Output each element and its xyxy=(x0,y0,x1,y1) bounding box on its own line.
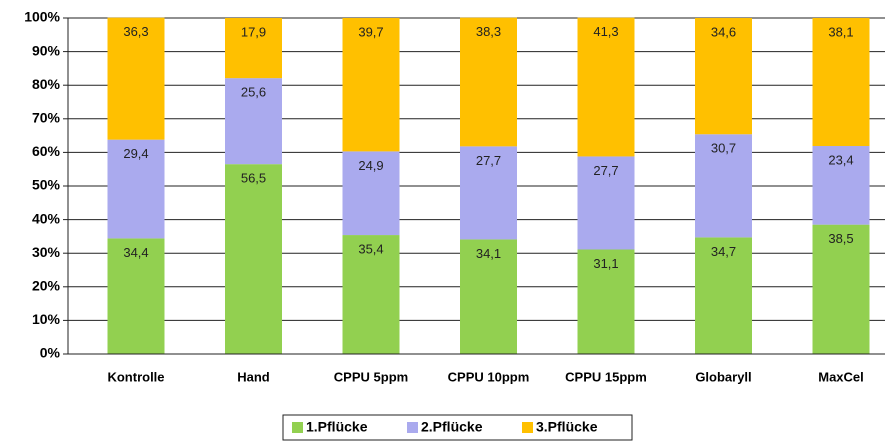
bar-segment xyxy=(577,156,635,250)
bar-segment xyxy=(695,237,752,354)
legend-label: 2.Pflücke xyxy=(421,419,483,435)
data-label: 29,4 xyxy=(123,146,148,161)
data-label: 23,4 xyxy=(828,152,853,167)
bar-segment xyxy=(812,224,870,354)
y-tick-label: 40% xyxy=(32,210,61,226)
legend-swatch xyxy=(407,422,418,433)
bar-segment xyxy=(460,146,517,240)
y-tick-label: 10% xyxy=(32,311,61,327)
legend-label: 1.Pflücke xyxy=(306,419,368,435)
bar-segment xyxy=(695,18,752,135)
bar-segment xyxy=(577,249,635,354)
bar-segment xyxy=(812,18,870,147)
data-label: 38,1 xyxy=(828,24,853,39)
x-tick-label: CPPU 15ppm xyxy=(565,369,647,384)
data-label: 17,9 xyxy=(241,24,266,39)
bar-segment xyxy=(695,134,752,238)
y-tick-label: 60% xyxy=(32,143,61,159)
legend-swatch xyxy=(522,422,533,433)
data-label: 31,1 xyxy=(593,256,618,271)
bar-segment xyxy=(342,235,400,354)
data-label: 38,3 xyxy=(476,24,501,39)
x-tick-label: Globaryll xyxy=(695,369,751,384)
bar-segment xyxy=(460,239,517,354)
data-label: 27,7 xyxy=(476,153,501,168)
data-label: 34,4 xyxy=(123,245,148,260)
data-label: 38,5 xyxy=(828,231,853,246)
data-label: 30,7 xyxy=(711,141,736,156)
y-tick-label: 90% xyxy=(32,42,61,58)
data-label: 34,6 xyxy=(711,24,736,39)
y-tick-label: 20% xyxy=(32,278,61,294)
bar-segment xyxy=(225,78,282,165)
y-tick-label: 0% xyxy=(40,345,61,361)
x-tick-label: Hand xyxy=(237,369,270,384)
y-tick-label: 30% xyxy=(32,244,61,260)
legend-swatch xyxy=(292,422,303,433)
bar-segment xyxy=(460,17,517,147)
x-tick-label: CPPU 5ppm xyxy=(334,369,408,384)
data-label: 36,3 xyxy=(123,24,148,39)
y-tick-label: 50% xyxy=(32,177,61,193)
x-tick-label: CPPU 10ppm xyxy=(448,369,530,384)
bar-segment xyxy=(107,17,165,140)
data-label: 24,9 xyxy=(358,158,383,173)
bar-segment xyxy=(107,139,165,239)
x-tick-label: Kontrolle xyxy=(107,369,164,384)
data-label: 56,5 xyxy=(241,171,266,186)
bar-segment xyxy=(812,146,870,225)
data-label: 34,1 xyxy=(476,246,501,261)
data-label: 41,3 xyxy=(593,24,618,39)
bar-segment xyxy=(225,164,282,354)
data-label: 35,4 xyxy=(358,241,383,256)
y-tick-label: 80% xyxy=(32,76,61,92)
data-label: 27,7 xyxy=(593,163,618,178)
x-tick-label: MaxCel xyxy=(818,369,864,384)
data-label: 39,7 xyxy=(358,24,383,39)
y-tick-label: 70% xyxy=(32,110,61,126)
bar-segment xyxy=(225,18,282,79)
y-tick-label: 100% xyxy=(24,9,60,25)
bar-segment xyxy=(577,17,635,157)
data-label: 25,6 xyxy=(241,85,266,100)
bar-segment xyxy=(342,151,400,236)
legend-label: 3.Pflücke xyxy=(536,419,598,435)
bar-segment xyxy=(342,18,400,152)
bar-segment xyxy=(107,238,165,354)
data-label: 34,7 xyxy=(711,244,736,259)
legend-box xyxy=(282,414,633,441)
